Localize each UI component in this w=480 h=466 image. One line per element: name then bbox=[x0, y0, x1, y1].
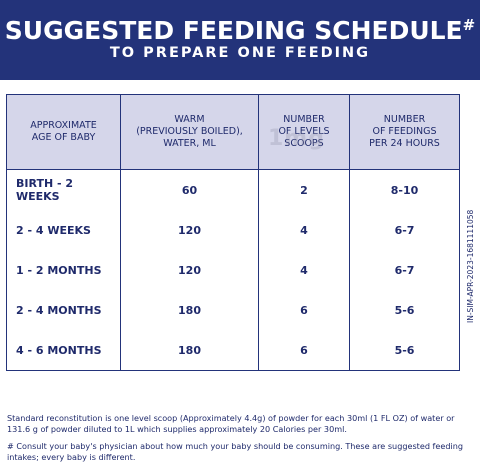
cell-age: 2 - 4 MONTHS bbox=[6, 290, 121, 330]
schedule-subtitle: TO PREPARE ONE FEEDING bbox=[109, 45, 371, 61]
header-scoops: NUMBER OF LEVELS SCOOPS bbox=[258, 94, 350, 170]
cell-water: 120 bbox=[120, 210, 259, 250]
table-row: 2 - 4 MONTHS 180 6 5-6 bbox=[6, 290, 460, 330]
table-row: 4 - 6 MONTHS 180 6 5-6 bbox=[6, 330, 460, 371]
cell-feedings: 6-7 bbox=[349, 210, 460, 250]
cell-feedings: 8-10 bbox=[349, 169, 460, 210]
cell-feedings: 5-6 bbox=[349, 330, 460, 371]
cell-water: 60 bbox=[120, 169, 259, 210]
schedule-title: SUGGESTED FEEDING SCHEDULE# bbox=[0, 9, 480, 47]
header-age: APPROXIMATE AGE OF BABY bbox=[6, 94, 121, 170]
watermark-logo: 1mg bbox=[268, 126, 325, 151]
cell-scoops: 2 bbox=[258, 169, 350, 210]
reconstitution-note: Standard reconstitution is one level sco… bbox=[7, 413, 455, 434]
cell-water: 180 bbox=[120, 290, 259, 330]
cell-age: 2 - 4 WEEKS bbox=[6, 210, 121, 250]
cell-age: 1 - 2 MONTHS bbox=[6, 250, 121, 290]
cell-water: 120 bbox=[120, 250, 259, 290]
feeding-schedule-table: APPROXIMATE AGE OF BABY WARM (PREVIOUSLY… bbox=[6, 94, 460, 371]
cell-age: 4 - 6 MONTHS bbox=[6, 330, 121, 371]
header-water: WARM (PREVIOUSLY BOILED), WATER, ML bbox=[120, 94, 259, 170]
cell-scoops: 6 bbox=[258, 290, 350, 330]
cell-scoops: 6 bbox=[258, 330, 350, 371]
consult-footnote: # Consult your baby's physician about ho… bbox=[7, 441, 463, 462]
title-footnote-mark: # bbox=[462, 16, 476, 34]
title-banner: SUGGESTED FEEDING SCHEDULE# TO PREPARE O… bbox=[0, 0, 480, 80]
cell-water: 180 bbox=[120, 330, 259, 371]
table-row: 2 - 4 WEEKS 120 4 6-7 bbox=[6, 210, 460, 250]
cell-feedings: 6-7 bbox=[349, 250, 460, 290]
cell-feedings: 5-6 bbox=[349, 290, 460, 330]
schedule-title-text: SUGGESTED FEEDING SCHEDULE bbox=[4, 16, 463, 45]
cell-scoops: 4 bbox=[258, 210, 350, 250]
document-code: IN-SIM-APR-2023-1681111058 bbox=[466, 209, 475, 323]
header-feedings: NUMBER OF FEEDINGS PER 24 HOURS bbox=[349, 94, 460, 170]
table-row: BIRTH - 2 WEEKS 60 2 8-10 bbox=[6, 169, 460, 210]
cell-age: BIRTH - 2 WEEKS bbox=[6, 169, 121, 210]
table-header-row: APPROXIMATE AGE OF BABY WARM (PREVIOUSLY… bbox=[6, 94, 460, 170]
cell-scoops: 4 bbox=[258, 250, 350, 290]
table-row: 1 - 2 MONTHS 120 4 6-7 bbox=[6, 250, 460, 290]
